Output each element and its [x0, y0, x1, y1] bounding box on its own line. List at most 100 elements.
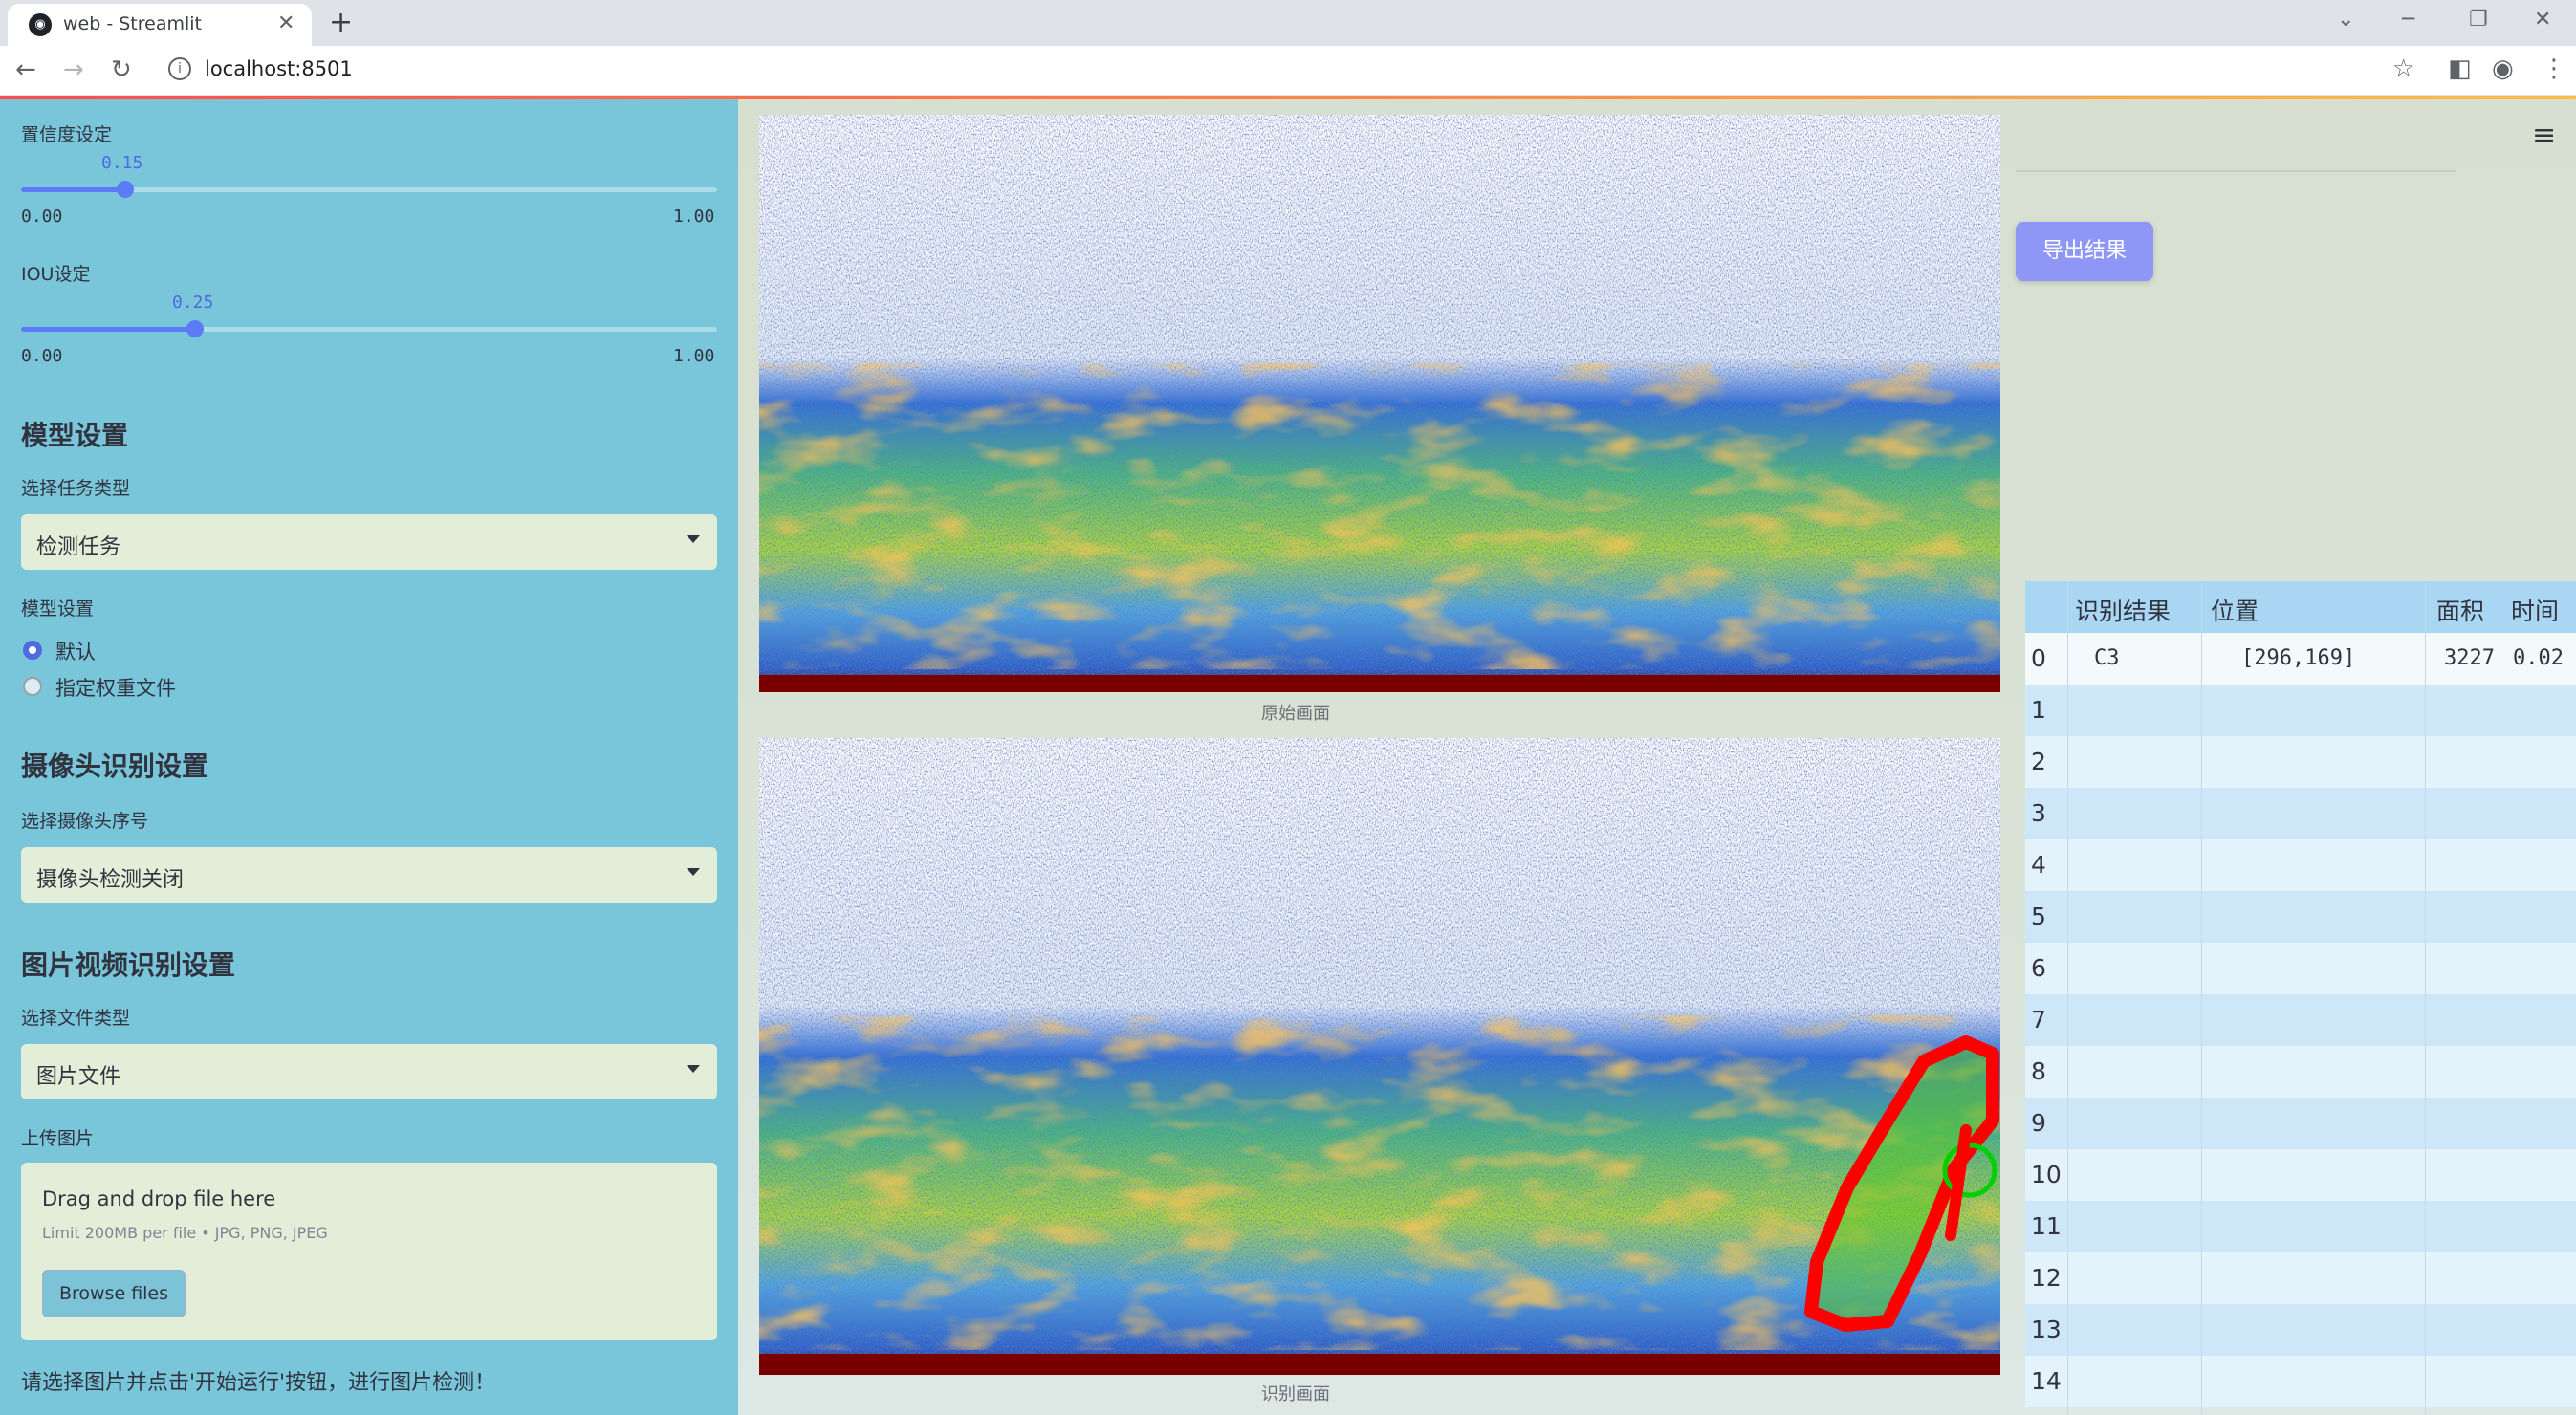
row-index: 0: [2031, 644, 2046, 672]
confidence-slider-fill: [21, 187, 126, 192]
forward-icon[interactable]: →: [63, 55, 84, 84]
minimize-icon[interactable]: ─: [2402, 8, 2415, 32]
row-index: 4: [2031, 851, 2046, 879]
original-spectrogram-graphic: [759, 115, 2000, 692]
table-row[interactable]: 6: [2025, 943, 2576, 994]
reload-icon[interactable]: ↻: [111, 55, 132, 84]
profile-avatar-icon[interactable]: ◉: [2492, 54, 2514, 83]
result-image: [759, 738, 2000, 1375]
tab-close-icon[interactable]: ✕: [277, 11, 295, 35]
table-row[interactable]: 9: [2025, 1098, 2576, 1149]
table-row[interactable]: 4: [2025, 839, 2576, 891]
radio-default-label[interactable]: 默认: [55, 641, 96, 664]
side-panel-icon[interactable]: ◧: [2448, 54, 2472, 83]
browse-files-button[interactable]: Browse files: [42, 1270, 186, 1317]
header-position: 位置: [2211, 598, 2259, 625]
detection-mask: [1804, 1035, 1999, 1332]
radio-custom-weights[interactable]: [23, 677, 42, 696]
bookmark-star-icon[interactable]: ☆: [2392, 54, 2415, 83]
sidebar: 置信度设定 0.15 0.00 1.00 IOU设定 0.25 0.00 1.0…: [0, 99, 738, 1415]
export-results-button[interactable]: 导出结果: [2016, 222, 2153, 281]
table-row[interactable]: 7: [2025, 994, 2576, 1046]
divider: [2016, 170, 2456, 172]
iou-slider-thumb[interactable]: [186, 320, 204, 337]
file-uploader-dropzone[interactable]: Drag and drop file here Limit 200MB per …: [21, 1163, 717, 1340]
row-index: 10: [2031, 1161, 2062, 1188]
confidence-value: 0.15: [101, 153, 143, 173]
column-separator: [2201, 581, 2202, 1415]
table-row[interactable]: 2: [2025, 736, 2576, 788]
iou-slider[interactable]: [21, 320, 717, 337]
browser-tab-strip: ◉ web - Streamlit ✕ + ⌄ ─ ❐ ✕: [0, 0, 2576, 46]
table-row[interactable]: 1: [2025, 685, 2576, 736]
row-index: 8: [2031, 1057, 2046, 1085]
table-row[interactable]: 13: [2025, 1304, 2576, 1356]
model-settings-heading: 模型设置: [21, 420, 129, 451]
table-row[interactable]: 14: [2025, 1356, 2576, 1407]
table-row[interactable]: 11: [2025, 1201, 2576, 1252]
camera-index-value: 摄像头检测关闭: [36, 868, 185, 892]
results-table[interactable]: 识别结果 位置 面积 时间 0 C3 [296,169] 3227 0.02 1 2 3 4 5 6…: [2025, 581, 2576, 1415]
result-spectrogram-graphic: [759, 738, 2000, 1375]
cell-result: C3: [2094, 646, 2120, 670]
streamlit-favicon-icon: ◉: [29, 13, 52, 36]
task-type-value: 检测任务: [36, 535, 121, 559]
file-type-select[interactable]: 图片文件: [21, 1044, 717, 1099]
row-index: 2: [2031, 748, 2046, 775]
sidebar-hint: 请选择图片并点击'开始运行'按钮，进行图片检测！: [21, 1371, 496, 1395]
row-index: 7: [2031, 1006, 2046, 1034]
chevron-down-icon: [687, 535, 700, 543]
confidence-slider[interactable]: [21, 181, 717, 198]
row-index: 12: [2031, 1264, 2062, 1292]
original-image: [759, 115, 2000, 692]
file-type-value: 图片文件: [36, 1065, 121, 1089]
header-time: 时间: [2511, 598, 2560, 625]
iou-slider-fill: [21, 327, 195, 332]
cell-time: 0.02: [2513, 646, 2564, 670]
restore-icon[interactable]: ❐: [2469, 8, 2488, 32]
iou-value: 0.25: [172, 293, 214, 313]
chevron-down-icon: [687, 868, 700, 876]
camera-index-select[interactable]: 摄像头检测关闭: [21, 847, 717, 903]
streamlit-decoration-bar: [0, 96, 2576, 99]
iou-min: 0.00: [21, 346, 63, 366]
radio-custom-weights-label[interactable]: 指定权重文件: [55, 677, 176, 700]
row-index: 11: [2031, 1212, 2062, 1240]
radio-default[interactable]: [23, 641, 42, 660]
upload-title: Drag and drop file here: [42, 1187, 276, 1210]
cell-position: [296,169]: [2241, 646, 2356, 670]
new-tab-icon[interactable]: +: [329, 6, 354, 39]
back-icon[interactable]: ←: [15, 55, 36, 84]
tab-search-chevron-icon[interactable]: ⌄: [2337, 8, 2355, 32]
table-row[interactable]: 12: [2025, 1252, 2576, 1304]
chevron-down-icon: [687, 1065, 700, 1073]
model-option-label: 模型设置: [21, 599, 95, 620]
browser-tab[interactable]: ◉ web - Streamlit ✕: [8, 4, 312, 46]
upload-limit: Limit 200MB per file • JPG, PNG, JPEG: [42, 1224, 328, 1242]
row-index: 6: [2031, 954, 2046, 982]
task-type-select[interactable]: 检测任务: [21, 514, 717, 570]
task-type-label: 选择任务类型: [21, 478, 131, 499]
browser-menu-icon[interactable]: ⋮: [2542, 54, 2566, 83]
row-index: 13: [2031, 1316, 2062, 1343]
iou-label: IOU设定: [21, 264, 91, 285]
table-row[interactable]: 8: [2025, 1046, 2576, 1098]
row-index: 9: [2031, 1109, 2046, 1137]
site-info-icon[interactable]: i: [168, 57, 191, 80]
row-index: 3: [2031, 799, 2046, 827]
confidence-slider-thumb[interactable]: [117, 181, 135, 198]
confidence-label: 置信度设定: [21, 124, 113, 145]
app-menu-icon[interactable]: ≡: [2532, 119, 2557, 152]
table-row[interactable]: 0 C3 [296,169] 3227 0.02: [2025, 633, 2576, 685]
table-row[interactable]: 5: [2025, 891, 2576, 943]
main-content: 原始画面: [738, 99, 2576, 1415]
camera-settings-heading: 摄像头识别设置: [21, 751, 209, 782]
row-index: 1: [2031, 696, 2046, 724]
result-image-caption: 识别画面: [1261, 1384, 1330, 1404]
address-bar[interactable]: localhost:8501: [205, 57, 353, 80]
detection-center-marker: [1942, 1143, 1997, 1198]
table-row[interactable]: 3: [2025, 788, 2576, 839]
window-close-icon[interactable]: ✕: [2534, 8, 2552, 32]
table-row[interactable]: 10: [2025, 1149, 2576, 1201]
header-area: 面积: [2436, 598, 2485, 625]
